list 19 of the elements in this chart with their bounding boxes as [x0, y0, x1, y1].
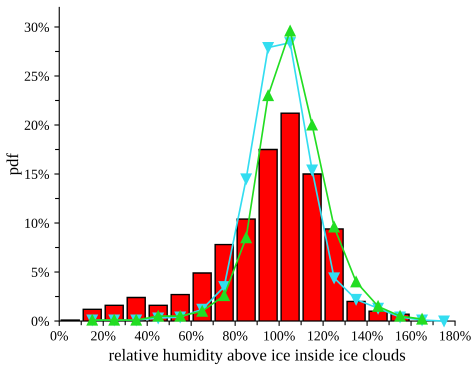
x-tick-label: 80%: [222, 331, 248, 341]
x-tick-label: 20%: [91, 331, 116, 341]
y-tick-label: 30%: [24, 22, 50, 32]
x-tick-label: 60%: [179, 331, 204, 341]
y-tick-label: 15%: [25, 170, 50, 180]
x-tick-label: 40%: [134, 331, 160, 341]
x-tick-label: 180%: [440, 331, 471, 341]
x-tick-label: 160%: [396, 331, 427, 341]
y-tick-label: 0%: [32, 316, 50, 326]
x-tick-label: 140%: [352, 331, 383, 341]
y-axis-title: pdf: [6, 153, 22, 176]
x-tick-label: 100%: [264, 331, 295, 341]
x-axis-title: relative humidity above ice inside ice clouds: [108, 348, 406, 364]
x-tick-label: 0%: [50, 331, 68, 341]
y-tick-label: 20%: [24, 120, 50, 130]
x-tick-label: 120%: [308, 331, 339, 341]
y-tick-label: 25%: [24, 72, 50, 81]
y-tick-label: 10%: [25, 218, 50, 228]
y-tick-label: 5%: [32, 268, 50, 278]
